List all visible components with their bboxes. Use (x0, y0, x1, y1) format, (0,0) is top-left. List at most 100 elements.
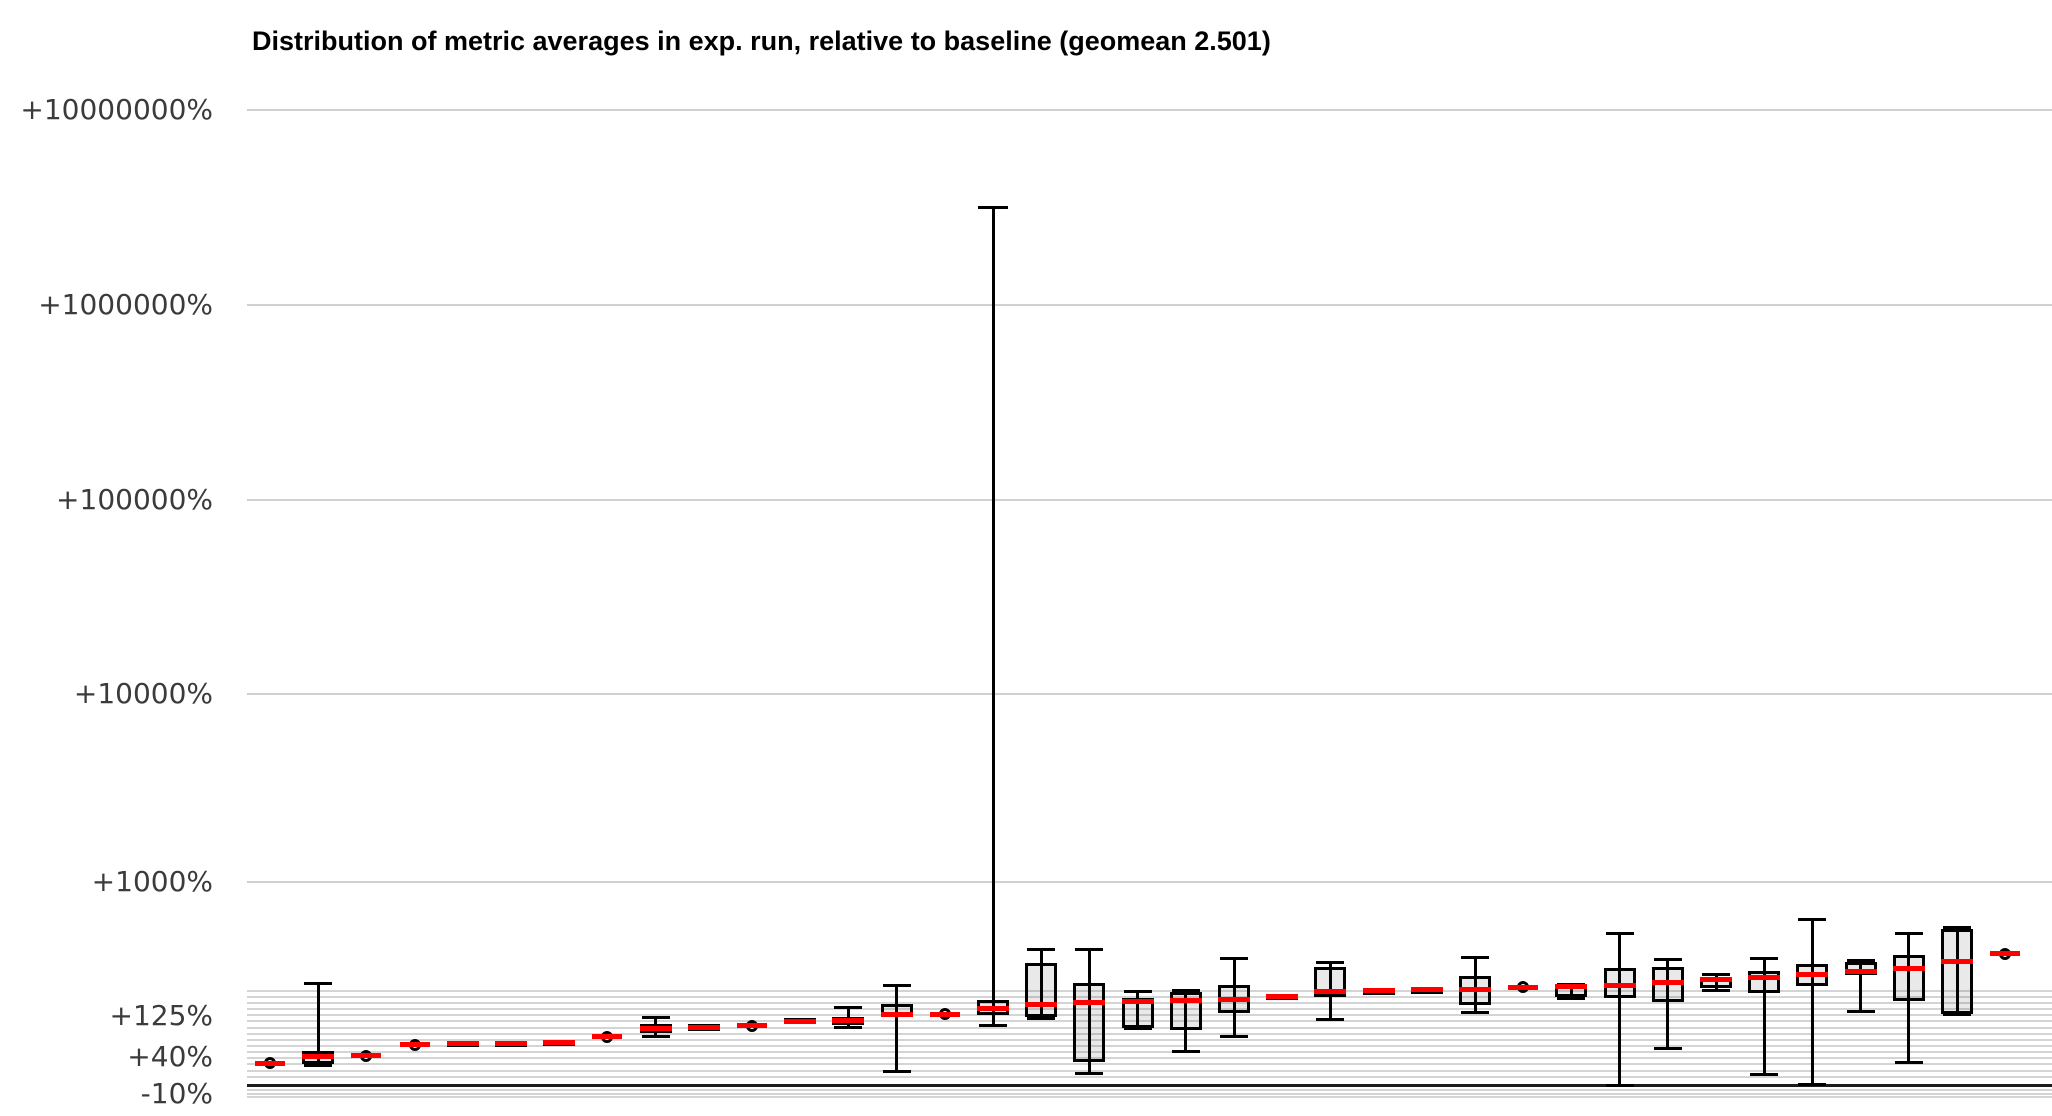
whisker-stem (895, 985, 899, 1072)
whisker-cap-low (1075, 1072, 1104, 1076)
y-tick-label: +125% (109, 999, 213, 1033)
whisker-cap-high (1750, 957, 1779, 961)
gridline-major (247, 880, 2052, 883)
gridline-major (247, 693, 2052, 696)
gridline-minor (247, 1092, 2052, 1095)
whisker-cap-low (1653, 1047, 1682, 1051)
baseline-gridline (247, 1083, 2052, 1087)
y-tick-label: +10000000% (20, 92, 213, 126)
whisker-cap-low (1846, 1010, 1875, 1014)
whisker-cap-low (304, 1063, 333, 1067)
median-line (1892, 966, 1925, 972)
y-tick-label: +10000% (73, 677, 213, 711)
whisker-cap-high (882, 983, 911, 987)
gridline-minor (247, 1075, 2052, 1078)
whisker-cap-high (1653, 958, 1682, 962)
y-tick-label: +100000% (56, 482, 213, 516)
whisker-cap-low (834, 1025, 863, 1029)
whisker-cap-low (1027, 1016, 1056, 1020)
median-line (1459, 986, 1491, 992)
median-line (1266, 994, 1299, 1000)
whisker-stem (1473, 957, 1477, 1013)
median-line (977, 1006, 1009, 1012)
whisker-cap-high (1943, 925, 1971, 929)
box-iqr (1169, 991, 1202, 1031)
median-line (1121, 999, 1154, 1004)
median-line (446, 1041, 479, 1047)
box-iqr (1941, 929, 1973, 1015)
gridline-minor (247, 1089, 2052, 1091)
box-iqr (1748, 971, 1781, 993)
median-line (737, 1023, 767, 1029)
median-line (1025, 1002, 1058, 1008)
gridline-minor (247, 1014, 2052, 1017)
whisker-stem (1087, 949, 1091, 1074)
y-tick-label: -10% (140, 1076, 213, 1110)
median-line (1700, 977, 1732, 983)
whisker-cap-high (1798, 917, 1827, 921)
whisker-cap-high (1702, 972, 1730, 976)
median-line (639, 1025, 672, 1031)
median-line (1651, 979, 1684, 985)
median-line (592, 1034, 623, 1040)
y-tick-label: +1000% (91, 864, 213, 898)
whisker-cap-low (979, 1024, 1007, 1028)
gridline-major (247, 303, 2052, 306)
whisker-cap-high (1123, 990, 1152, 994)
whisker-cap-low (641, 1035, 670, 1039)
median-line (1555, 983, 1588, 989)
y-tick-label: +1000000% (38, 287, 213, 321)
median-line (1410, 987, 1443, 993)
whisker-stem (1136, 991, 1140, 1029)
median-line (399, 1042, 430, 1048)
whisker-cap-low (1605, 1083, 1634, 1087)
median-line (880, 1011, 913, 1017)
median-line (302, 1054, 335, 1059)
whisker-stem (991, 207, 995, 1026)
gridline-minor (247, 1020, 2052, 1023)
whisker-cap-high (641, 1015, 670, 1019)
whisker-stem (1184, 990, 1188, 1052)
median-line (1218, 996, 1250, 1002)
whisker-stem (1810, 919, 1814, 1085)
median-line (1941, 958, 1973, 964)
whisker-stem (1859, 960, 1863, 1012)
whisker-cap-high (1316, 960, 1345, 964)
whisker-stem (1618, 933, 1622, 1085)
whisker-cap-high (1605, 931, 1634, 935)
y-tick-label: +40% (127, 1039, 213, 1073)
median-line (832, 1018, 865, 1024)
median-line (255, 1060, 285, 1066)
whisker-stem (1569, 984, 1573, 999)
whisker-cap-low (1798, 1082, 1827, 1086)
median-line (1748, 975, 1781, 981)
whisker-cap-low (1220, 1034, 1248, 1038)
whisker-cap-low (1894, 1061, 1923, 1065)
median-line (351, 1053, 382, 1059)
whisker-cap-low (882, 1070, 911, 1074)
median-line (1508, 984, 1539, 990)
whisker-stem (1955, 927, 1959, 1015)
median-line (1844, 968, 1877, 974)
gridline-major (247, 498, 2052, 501)
median-line (1603, 982, 1636, 988)
median-line (687, 1025, 720, 1031)
whisker-cap-high (1461, 956, 1489, 960)
whisker-cap-low (1461, 1010, 1489, 1014)
whisker-stem (1762, 958, 1766, 1075)
whisker-stem (1666, 959, 1670, 1049)
whisker-cap-high (1171, 988, 1200, 992)
gridline-minor (247, 996, 2052, 998)
median-line (1073, 999, 1106, 1005)
gridline-minor (247, 1032, 2052, 1035)
whisker-cap-low (1123, 1026, 1152, 1030)
median-line (1314, 989, 1347, 995)
gridline-minor (247, 1039, 2052, 1041)
median-line (1169, 998, 1202, 1004)
whisker-cap-high (304, 981, 333, 985)
median-line (1990, 951, 2021, 957)
gridline-major (247, 108, 2052, 111)
gridline-minor (247, 1045, 2052, 1047)
median-line (1362, 988, 1395, 994)
